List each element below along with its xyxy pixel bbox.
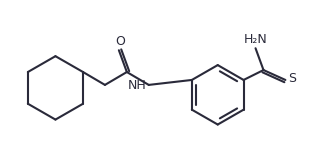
- Text: O: O: [115, 35, 125, 48]
- Text: NH: NH: [128, 79, 147, 92]
- Text: H₂N: H₂N: [244, 33, 267, 46]
- Text: S: S: [288, 72, 296, 86]
